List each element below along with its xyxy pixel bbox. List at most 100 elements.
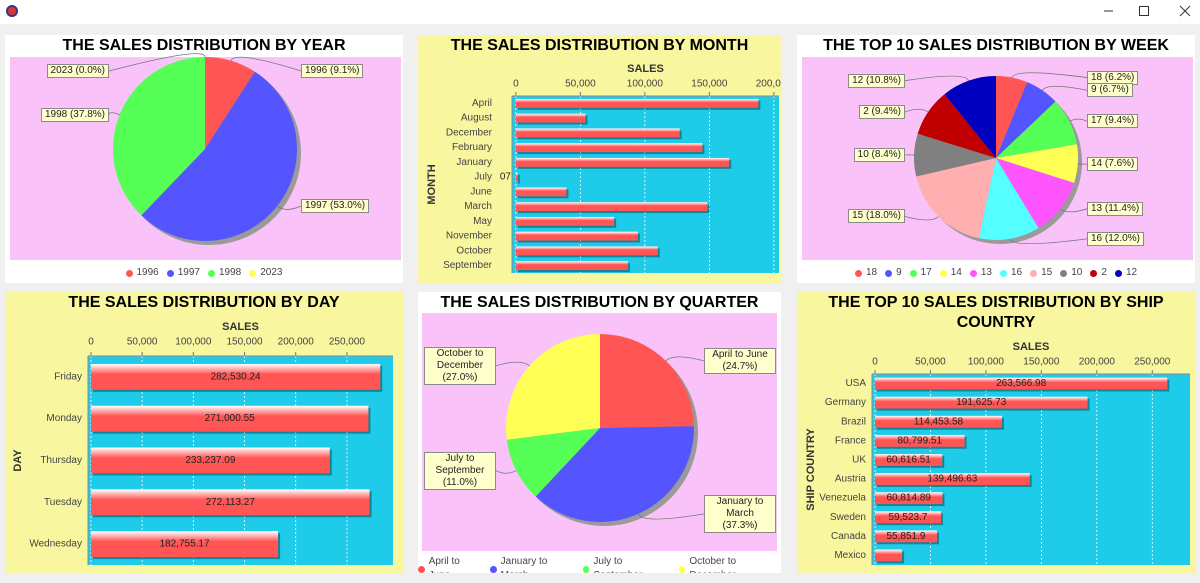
y-tick-label: January [456,157,492,168]
leader-line [1060,208,1088,213]
legend-label: 1997 [177,267,200,278]
chart-title: THE SALES DISTRIBUTION BY YEAR [62,37,346,54]
pie-slice [916,158,996,239]
legend-marker [249,269,257,277]
chart-title: THE TOP 10 SALES DISTRIBUTION BY SHIP CO… [828,294,1164,331]
y-tick-label: USA [845,378,866,389]
y-tick-label: Wednesday [29,539,82,550]
legend-item: 1998 [208,266,241,280]
leader-line [904,108,929,113]
leader-line [904,216,939,221]
leader-line [276,205,302,210]
legend: April to June January to March July to Sep… [418,555,781,573]
close-button[interactable] [1179,5,1191,17]
chart-title: THE TOP 10 SALES DISTRIBUTION BY WEEK [823,37,1169,54]
slice-label: 2023 (0.0%) [46,64,109,78]
legend-label: October to December [689,556,737,573]
y-tick-label: November [446,231,493,242]
plot-area [512,96,779,273]
bar [874,511,942,524]
chart-panel: 0 50,000 100,000 150,000 200,000 SALES MONTH Ap… [418,35,781,283]
y-tick-label: April [472,98,492,109]
bar [90,363,381,390]
legend-item: 12 [1114,266,1138,280]
slice-label: 2 (9.4%) [859,104,905,119]
legend-item: 9 [885,266,902,280]
y-tick-label: Brazil [841,416,866,427]
bar [90,489,370,516]
legend-marker [582,565,590,573]
legend-marker [1114,269,1122,277]
legend: 1996 1997 1998 2023 [5,266,403,280]
chart: 18 (6.2%)9 (6.7%)17 (9.4%)14 (7.6%)13 (1… [802,57,1193,260]
legend-label: 12 [1125,267,1138,278]
y-tick-label: Canada [831,531,866,542]
pie-slice [996,76,1028,158]
chart-title: THE SALES DISTRIBUTION BY DAY [68,294,340,311]
bar [515,246,658,256]
x-tick-label: 150,000 [226,337,263,348]
pie [506,334,694,522]
label-wrap: 1998 (37.8%) [5,85,109,145]
legend-item: July to September [582,555,671,573]
title-bar-icons [6,5,1191,17]
label-wrap: January to March (37.3%) [704,484,781,544]
legend-marker [1000,269,1007,277]
value-label: 271,000.55 [205,413,255,424]
legend-item: 2 [1090,266,1107,280]
x-tick-label: 150,000 [1023,357,1060,368]
y-tick-label: June [470,186,492,197]
legend-label: 15 [1041,267,1053,278]
bar [874,530,937,543]
chart-panel: April to June (24.7%) January to March (3… [418,292,781,573]
legend-marker [1030,269,1038,277]
legend-label: January to March [500,556,548,573]
leader-line [495,470,517,474]
chart-panel: 0 50,000 100,000 150,000 200,000 250,000 SALES… [5,292,403,573]
bar [515,98,759,108]
legend-marker [854,269,862,277]
slice-label: 14 (7.6%) [1087,156,1139,171]
bar [515,143,703,153]
legend-marker [125,269,133,277]
legend-label: 17 [920,267,932,278]
bar [874,434,965,447]
leader-line [1069,118,1088,122]
leader-line [637,513,705,520]
slice-label: 1997 (53.0%) [301,199,370,213]
legend-item: April to June [418,555,482,573]
chart: 0 50,000 100,000 150,000 200,000 SALES MONTH Ap… [426,63,781,273]
label-holder: April to June (24.7%) [704,347,776,374]
x-axis-title: SALES [627,63,664,75]
legend-label: 1998 [219,267,242,278]
pie [914,76,1078,241]
y-tick-label: Sweden [830,512,866,523]
legend-item: 10 [1060,266,1082,280]
chart-panel: 1996 (9.1%) 1997 (53.0%) 1998 (37.8%) 2023 … [5,35,403,283]
value-label: 282,530.24 [211,371,261,382]
slice-label: January to March (37.3%) [704,494,776,533]
chart-title: THE SALES DISTRIBUTION BY MONTH [450,37,749,54]
leader-line [1042,85,1088,91]
chart-panel: 18 (6.2%) 9 (6.7%) 17 (9.4%) 14 (7.6%) 13 (1… [797,35,1195,283]
y-tick-label: Thursday [40,455,82,466]
legend-marker [1090,269,1098,277]
label-wrap: 1997 (53.0%) [301,176,403,236]
slice-label: 17 (9.4%) [1087,114,1139,129]
bar [515,231,638,241]
legend-marker [1060,269,1068,277]
y-axis-title: DAY [12,449,24,472]
y-tick-label: March [464,201,492,212]
slice-label: 1998 (37.8%) [40,107,109,122]
y-tick-label: December [446,127,493,138]
y-tick-label: July [474,172,492,183]
label-wrap: October to December (27.0%) [418,336,496,396]
legend-item: 18 [854,266,877,280]
maximize-button[interactable] [1139,6,1149,16]
label-holder: 1998 (37.8%) [5,85,109,145]
legend-label: 2 [1101,267,1107,278]
slice-label: 1996 (9.1%) [301,64,364,78]
y-axis-title: MONTH [426,164,438,204]
pie-slice [506,334,600,440]
slice-label: 16 (12.0%) [1087,231,1144,246]
